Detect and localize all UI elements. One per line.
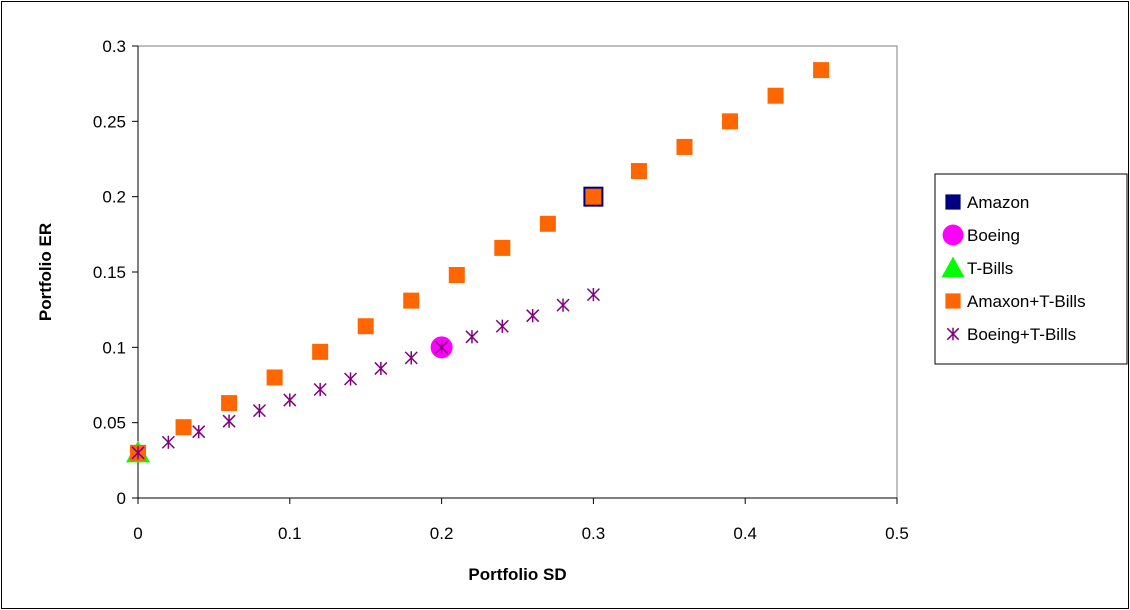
data-point <box>722 113 739 130</box>
y-tick-label: 0.3 <box>102 37 126 56</box>
legend-marker <box>945 194 961 210</box>
legend-label: Boeing+T-Bills <box>967 325 1076 344</box>
y-tick-label: 0.05 <box>93 414 126 433</box>
data-point <box>448 267 465 284</box>
legend-label: T-Bills <box>967 259 1013 278</box>
legend-item: Boeing+T-Bills <box>946 325 1076 344</box>
data-point <box>161 435 175 449</box>
data-point <box>131 446 145 460</box>
legend-item: Boeing <box>942 224 1020 246</box>
x-tick-label: 0.4 <box>733 524 757 543</box>
data-point <box>192 425 206 439</box>
y-tick-label: 0.2 <box>102 188 126 207</box>
data-point <box>222 414 236 428</box>
data-point <box>586 288 600 302</box>
y-tick-label: 0.25 <box>93 112 126 131</box>
data-point <box>495 319 509 333</box>
x-tick-label: 0.3 <box>582 524 606 543</box>
x-axis-title: Portfolio SD <box>468 565 566 584</box>
data-point <box>539 215 556 232</box>
data-point <box>403 292 420 309</box>
y-axis-title: Portfolio ER <box>36 223 55 321</box>
x-tick-label: 0 <box>133 524 142 543</box>
legend-item: T-Bills <box>941 256 1013 278</box>
data-point <box>283 393 297 407</box>
data-point <box>404 351 418 365</box>
data-point <box>585 188 602 205</box>
data-point <box>676 138 693 155</box>
legend-marker <box>946 327 960 341</box>
data-point <box>813 62 830 79</box>
data-point <box>435 340 449 354</box>
data-point <box>556 298 570 312</box>
data-point <box>374 361 388 376</box>
data-point <box>313 382 327 397</box>
data-point <box>266 369 283 386</box>
data-point <box>357 318 374 335</box>
legend-label: Amazon <box>967 193 1029 212</box>
series-boeing-t-bills <box>131 288 600 460</box>
x-tick-label: 0.2 <box>430 524 454 543</box>
data-point <box>767 87 784 104</box>
data-point <box>312 343 329 360</box>
data-point <box>252 404 266 418</box>
legend-item: Amaxon+T-Bills <box>945 292 1086 311</box>
legend-marker <box>945 293 961 309</box>
data-point <box>221 395 238 412</box>
legend-item: Amazon <box>945 193 1029 212</box>
legend-box <box>934 173 1128 365</box>
legend: Amazon Boeing T-Bills Amaxon+T-Bills Boeing+… <box>934 173 1128 365</box>
data-point <box>175 419 192 436</box>
data-point <box>465 330 479 344</box>
data-point <box>526 309 540 323</box>
legend-marker <box>941 256 965 278</box>
plot-area <box>137 45 898 499</box>
y-tick-label: 0.15 <box>93 263 126 282</box>
data-point <box>494 239 511 256</box>
data-point <box>630 163 647 180</box>
data-point <box>343 372 358 386</box>
legend-marker <box>942 224 964 246</box>
legend-label: Amaxon+T-Bills <box>967 292 1086 311</box>
x-tick-label: 0.5 <box>885 524 909 543</box>
y-tick-label: 0 <box>117 489 126 508</box>
x-tick-label: 0.1 <box>278 524 302 543</box>
y-tick-label: 0.1 <box>102 338 126 357</box>
legend-label: Boeing <box>967 226 1020 245</box>
